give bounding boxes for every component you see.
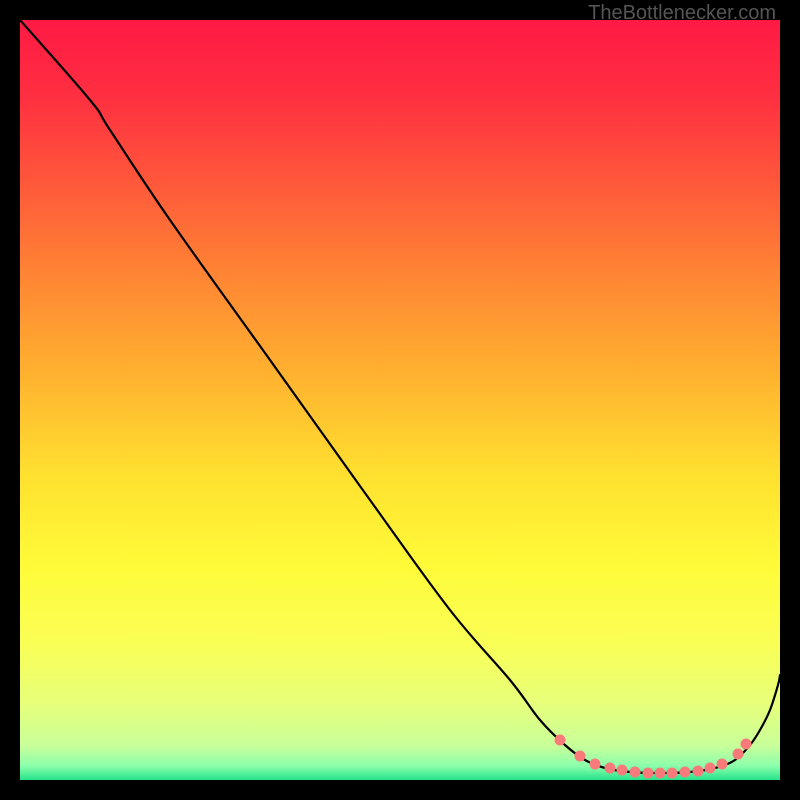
curve-dots-group bbox=[555, 735, 752, 779]
curve-dot bbox=[555, 735, 566, 746]
dots-layer bbox=[20, 20, 780, 780]
curve-dot bbox=[693, 766, 704, 777]
curve-dot bbox=[630, 767, 641, 778]
curve-dot bbox=[617, 765, 628, 776]
chart-container: { "attribution": { "text": "TheBottlenec… bbox=[0, 0, 800, 800]
curve-dot bbox=[643, 768, 654, 779]
curve-dot bbox=[717, 759, 728, 770]
curve-dot bbox=[741, 739, 752, 750]
curve-dot bbox=[590, 759, 601, 770]
plot-area bbox=[20, 20, 780, 780]
curve-dot bbox=[575, 751, 586, 762]
curve-dot bbox=[605, 763, 616, 774]
attribution-text: TheBottlenecker.com bbox=[588, 2, 776, 25]
curve-dot bbox=[705, 763, 716, 774]
curve-dot bbox=[680, 767, 691, 778]
curve-dot bbox=[667, 768, 678, 779]
curve-dot bbox=[655, 768, 666, 779]
curve-dot bbox=[733, 749, 744, 760]
